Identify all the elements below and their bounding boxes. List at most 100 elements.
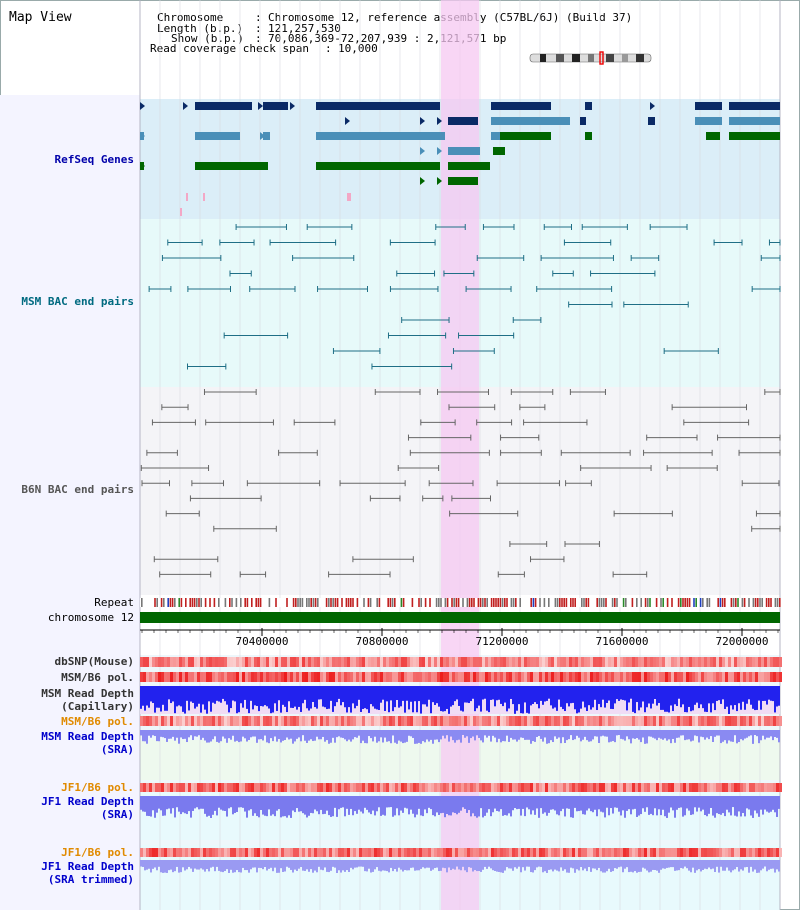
chromosome-label: chromosome 12 <box>47 611 134 624</box>
polymorphism-cell <box>761 716 764 726</box>
polymorphism-cell <box>542 657 545 667</box>
polymorphism-cell <box>497 783 500 792</box>
depth-bar <box>680 860 682 869</box>
chromosome-bar[interactable] <box>140 612 780 623</box>
depth-bar <box>486 796 488 813</box>
gene-exon <box>648 117 655 125</box>
polymorphism-cell <box>452 716 455 726</box>
polymorphism-cell <box>143 716 146 726</box>
repeat-element <box>292 598 295 607</box>
polymorphism-cell <box>755 657 758 667</box>
depth-bar <box>334 686 336 707</box>
depth-bar <box>662 860 664 869</box>
polymorphism-cell <box>383 672 386 682</box>
polymorphism-cell <box>644 848 647 857</box>
polymorphism-cell <box>272 848 275 857</box>
polymorphism-cell <box>458 657 461 667</box>
polymorphism-cell <box>491 848 494 857</box>
polymorphism-cell <box>497 657 500 667</box>
depth-bar <box>682 860 684 869</box>
depth-bar <box>330 796 332 817</box>
depth-bar <box>202 686 204 705</box>
depth-bar <box>362 686 364 709</box>
polymorphism-cell <box>344 716 347 726</box>
depth-bar <box>144 730 146 742</box>
polymorphism-cell <box>185 657 188 667</box>
repeat-element <box>625 598 627 607</box>
polymorphism-cell <box>761 657 764 667</box>
polymorphism-cell <box>185 783 188 792</box>
polymorphism-cell <box>767 657 770 667</box>
polymorphism-cell <box>152 783 155 792</box>
chromosome-ideogram[interactable] <box>529 51 652 65</box>
depth-bar <box>236 686 238 714</box>
polymorphism-cell <box>257 657 260 667</box>
depth-bar <box>610 860 612 872</box>
depth-bar <box>306 860 308 870</box>
polymorphism-cell <box>536 716 539 726</box>
polymorphism-cell <box>269 657 272 667</box>
repeat-element <box>644 598 647 607</box>
depth-bar <box>416 686 418 713</box>
depth-bar <box>556 796 558 815</box>
depth-bar <box>738 686 740 704</box>
polymorphism-cell <box>461 672 464 682</box>
depth-bar <box>688 796 690 811</box>
depth-bar <box>364 796 366 808</box>
depth-bar <box>322 860 324 871</box>
depth-bar <box>568 860 570 873</box>
depth-bar <box>686 796 688 809</box>
depth-bar <box>586 796 588 811</box>
depth-bar <box>328 730 330 744</box>
depth-bar <box>708 860 710 868</box>
depth-bar <box>344 686 346 708</box>
depth-bar <box>394 686 396 708</box>
depth-bar <box>672 796 674 811</box>
depth-bar <box>214 686 216 704</box>
depth-bar <box>344 730 346 740</box>
depth-bar <box>380 796 382 816</box>
polymorphism-cell <box>173 783 176 792</box>
polymorphism-cell <box>632 848 635 857</box>
polymorphism-cell <box>644 783 647 792</box>
repeat-element <box>510 598 513 607</box>
depth-bar <box>632 730 634 739</box>
depth-bar <box>648 860 650 873</box>
depth-bar <box>778 686 780 706</box>
polymorphism-cell <box>593 716 596 726</box>
polymorphism-cell <box>488 848 491 857</box>
depth-bar <box>712 796 714 816</box>
gene-exon <box>448 162 490 170</box>
depth-bar <box>614 860 616 869</box>
polymorphism-cell <box>596 657 599 667</box>
depth-bar <box>276 686 278 711</box>
depth-bar <box>528 730 530 740</box>
polymorphism-cell <box>404 783 407 792</box>
depth-bar <box>428 686 430 700</box>
depth-bar <box>266 730 268 743</box>
repeat-element <box>193 598 196 607</box>
depth-bar <box>492 730 494 736</box>
depth-bar <box>402 686 404 701</box>
polymorphism-cell <box>164 716 167 726</box>
depth-bar <box>716 686 718 701</box>
polymorphism-cell <box>182 783 185 792</box>
depth-bar <box>734 730 736 736</box>
repeat-element <box>438 598 440 607</box>
depth-bar <box>676 796 678 810</box>
polymorphism-cell <box>251 783 254 792</box>
depth-bar <box>374 796 376 816</box>
gene-strand-arrow <box>420 147 425 155</box>
depth-bar <box>562 796 564 809</box>
polymorphism-cell <box>218 783 221 792</box>
depth-bar <box>162 796 164 816</box>
polymorphism-cell <box>329 783 332 792</box>
polymorphism-cell <box>287 783 290 792</box>
polymorphism-cell <box>683 848 686 857</box>
repeat-element <box>519 598 521 607</box>
polymorphism-cell <box>221 848 224 857</box>
repeat-element <box>741 598 744 607</box>
depth-bar <box>256 860 258 873</box>
polymorphism-cell <box>503 783 506 792</box>
